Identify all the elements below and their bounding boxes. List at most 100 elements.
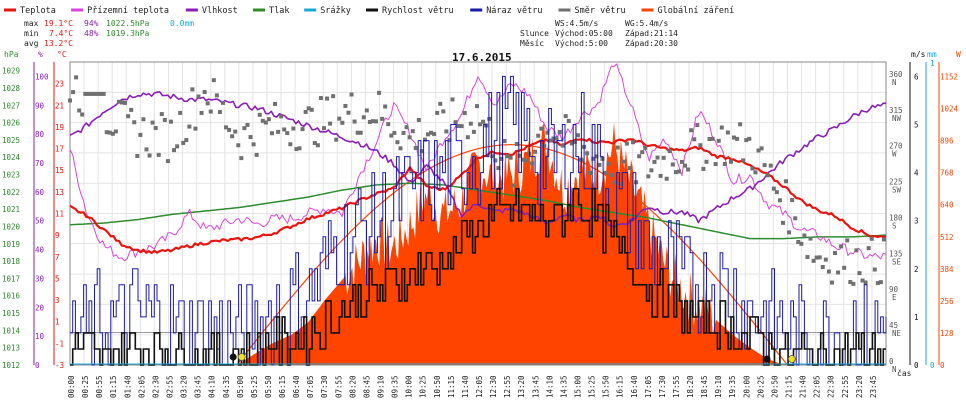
wind-direction-point xyxy=(829,280,834,285)
wind-direction-point xyxy=(732,135,737,140)
axis-time-tick: 02:30 xyxy=(151,375,160,398)
axis-hpa-tick: 1026 xyxy=(2,119,21,128)
axis-hpa-tick: 1019 xyxy=(2,240,20,249)
axis-degc-tick: 15 xyxy=(55,166,64,175)
wind-direction-point xyxy=(591,156,596,161)
wind-direction-point xyxy=(814,255,819,260)
axis-dir-compass: E xyxy=(892,293,897,302)
wind-direction-point xyxy=(144,147,149,152)
wind-direction-point xyxy=(823,257,828,262)
axis-time-tick: 12:05 xyxy=(475,375,484,398)
wind-direction-point xyxy=(575,133,580,138)
wind-direction-point xyxy=(725,130,730,135)
axis-hpa-tick: 1015 xyxy=(2,309,20,318)
axis-degc-tick: -1 xyxy=(55,339,64,348)
wind-direction-point xyxy=(138,132,143,137)
axis-ms-unit: m/s xyxy=(911,50,926,59)
wind-direction-point xyxy=(172,148,177,153)
axis-dir-tick: 270 xyxy=(889,142,903,151)
wind-direction-point xyxy=(334,137,339,142)
axis-hpa-tick: 1025 xyxy=(2,136,20,145)
axis-time-tick: 05:25 xyxy=(250,375,259,398)
axis-dir-tick: 135 xyxy=(889,249,903,258)
wind-direction-point xyxy=(527,151,531,156)
axis-dir-tick: 90 xyxy=(889,285,899,294)
wind-direction-point xyxy=(686,167,691,172)
wind-direction-point xyxy=(833,251,837,256)
wind-direction-point xyxy=(750,166,755,171)
wind-direction-point xyxy=(346,110,351,115)
wind-direction-point xyxy=(471,129,476,134)
wind-direction-point xyxy=(530,161,535,166)
wind-direction-point xyxy=(762,163,767,168)
wind-direction-point xyxy=(569,141,574,146)
wind-direction-point xyxy=(649,168,654,173)
wind-direction-point xyxy=(364,108,369,113)
axis-pct-tick: 90 xyxy=(35,101,45,110)
axis-time-tick: 19:35 xyxy=(728,375,737,398)
axis-ms-tick: 1 xyxy=(914,313,919,322)
info-sun-label: Slunce xyxy=(520,29,549,38)
axis-degc-unit: °C xyxy=(57,50,67,59)
wind-direction-point xyxy=(585,151,590,156)
wind-direction-point xyxy=(490,154,495,159)
wind-direction-point xyxy=(273,101,278,106)
wind-direction-point xyxy=(753,170,758,175)
wind-direction-point xyxy=(621,159,626,164)
axis-pct-tick: 10 xyxy=(35,332,45,341)
axis-hpa-tick: 1018 xyxy=(2,257,21,266)
axis-dir-tick: 180 xyxy=(889,213,903,222)
wind-direction-point xyxy=(799,241,804,246)
wind-direction-point xyxy=(453,120,458,125)
wind-direction-point xyxy=(279,114,284,119)
axis-time-tick: 22:05 xyxy=(813,375,822,398)
wind-direction-point xyxy=(784,179,789,184)
wind-direction-point xyxy=(698,143,703,148)
wind-direction-point xyxy=(848,280,853,285)
wind-direction-point xyxy=(120,100,125,105)
axis-time-tick: 02:55 xyxy=(166,375,175,398)
axis-ms-tick: 3 xyxy=(914,217,919,226)
wind-direction-point xyxy=(820,265,825,270)
axis-time-tick: 20:25 xyxy=(756,375,765,398)
axis-dir-tick: 45 xyxy=(889,321,898,330)
wind-direction-point xyxy=(288,142,293,147)
wind-direction-point xyxy=(205,101,210,106)
wind-direction-point xyxy=(422,137,427,142)
wind-direction-point xyxy=(771,186,776,191)
wind-direction-point xyxy=(224,125,229,130)
axis-dir-compass: N xyxy=(892,78,897,87)
wind-direction-point xyxy=(615,145,620,150)
wind-direction-point xyxy=(710,136,715,141)
wind-direction-point xyxy=(217,110,222,115)
wind-direction-point xyxy=(572,139,577,144)
wind-direction-point xyxy=(404,125,409,130)
axis-dir-tick: 0 xyxy=(889,357,894,366)
legend-label: Rychlost větru xyxy=(382,6,454,16)
wind-direction-point xyxy=(123,100,128,105)
wind-direction-point xyxy=(722,161,727,166)
axis-hpa-tick: 1020 xyxy=(2,222,21,231)
info-moon-label: Měsíc xyxy=(520,39,544,48)
wind-direction-point xyxy=(147,153,152,158)
axis-dir-compass: SW xyxy=(892,186,902,195)
wind-direction-point xyxy=(517,153,522,158)
series-p-zemn-teplota xyxy=(69,63,887,262)
axis-degc-tick: 3 xyxy=(55,296,60,305)
wind-direction-point xyxy=(367,119,372,124)
wind-direction-point xyxy=(236,143,241,148)
wind-direction-point xyxy=(533,149,538,154)
wind-direction-point xyxy=(132,120,137,125)
axis-time-tick: 15:25 xyxy=(588,375,597,398)
axis-time-tick: 00:25 xyxy=(81,375,90,398)
wind-direction-point xyxy=(349,92,354,97)
stat-min-hum: 48% xyxy=(84,29,99,38)
wind-direction-point xyxy=(386,122,391,127)
axis-ms-tick: 5 xyxy=(914,121,919,130)
wind-direction-point xyxy=(481,119,486,124)
axis-hpa-tick: 1029 xyxy=(2,67,20,76)
axis-degc-tick: 1 xyxy=(55,318,60,327)
wind-direction-point xyxy=(854,248,859,253)
wind-direction-point xyxy=(661,155,666,160)
wind-direction-point xyxy=(266,117,271,122)
